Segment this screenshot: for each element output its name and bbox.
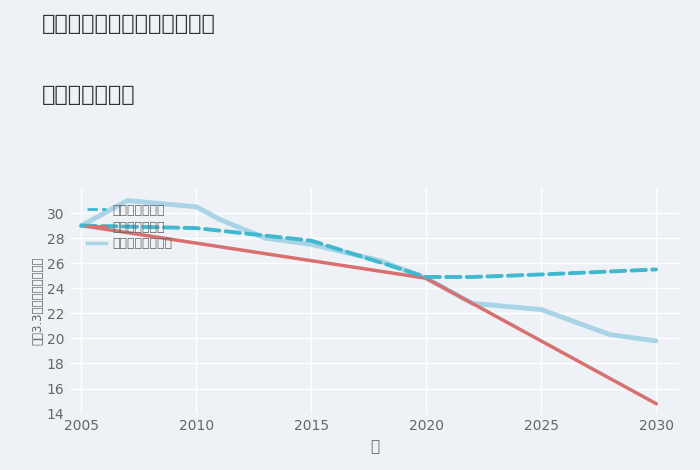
バッドシナリオ	[652, 401, 660, 407]
ノーマルシナリオ	[537, 307, 545, 313]
ノーマルシナリオ	[77, 223, 85, 228]
Y-axis label: 坪（3.3㎡）単価（万円）: 坪（3.3㎡）単価（万円）	[31, 257, 44, 345]
ノーマルシナリオ	[193, 204, 201, 210]
バッドシナリオ	[422, 275, 430, 281]
Legend: グッドシナリオ, バッドシナリオ, ノーマルシナリオ: グッドシナリオ, バッドシナリオ, ノーマルシナリオ	[83, 199, 177, 255]
バッドシナリオ	[77, 223, 85, 228]
ノーマルシナリオ	[468, 300, 477, 306]
Line: ノーマルシナリオ: ノーマルシナリオ	[81, 201, 656, 341]
ノーマルシナリオ	[606, 332, 615, 337]
Text: 兵庫県姫路市飾磨区城南町の: 兵庫県姫路市飾磨区城南町の	[42, 14, 216, 34]
グッドシナリオ	[77, 223, 85, 228]
グッドシナリオ	[468, 274, 477, 280]
ノーマルシナリオ	[215, 217, 223, 222]
グッドシナリオ	[537, 272, 545, 277]
グッドシナリオ	[307, 238, 316, 243]
X-axis label: 年: 年	[370, 439, 379, 454]
ノーマルシナリオ	[376, 258, 384, 264]
Line: グッドシナリオ: グッドシナリオ	[81, 226, 656, 277]
ノーマルシナリオ	[652, 338, 660, 344]
グッドシナリオ	[652, 266, 660, 272]
ノーマルシナリオ	[422, 275, 430, 281]
グッドシナリオ	[422, 274, 430, 280]
ノーマルシナリオ	[123, 198, 132, 204]
Text: 土地の価格推移: 土地の価格推移	[42, 85, 136, 105]
グッドシナリオ	[193, 225, 201, 231]
ノーマルシナリオ	[261, 235, 270, 241]
Line: バッドシナリオ: バッドシナリオ	[81, 226, 656, 404]
ノーマルシナリオ	[307, 242, 316, 247]
